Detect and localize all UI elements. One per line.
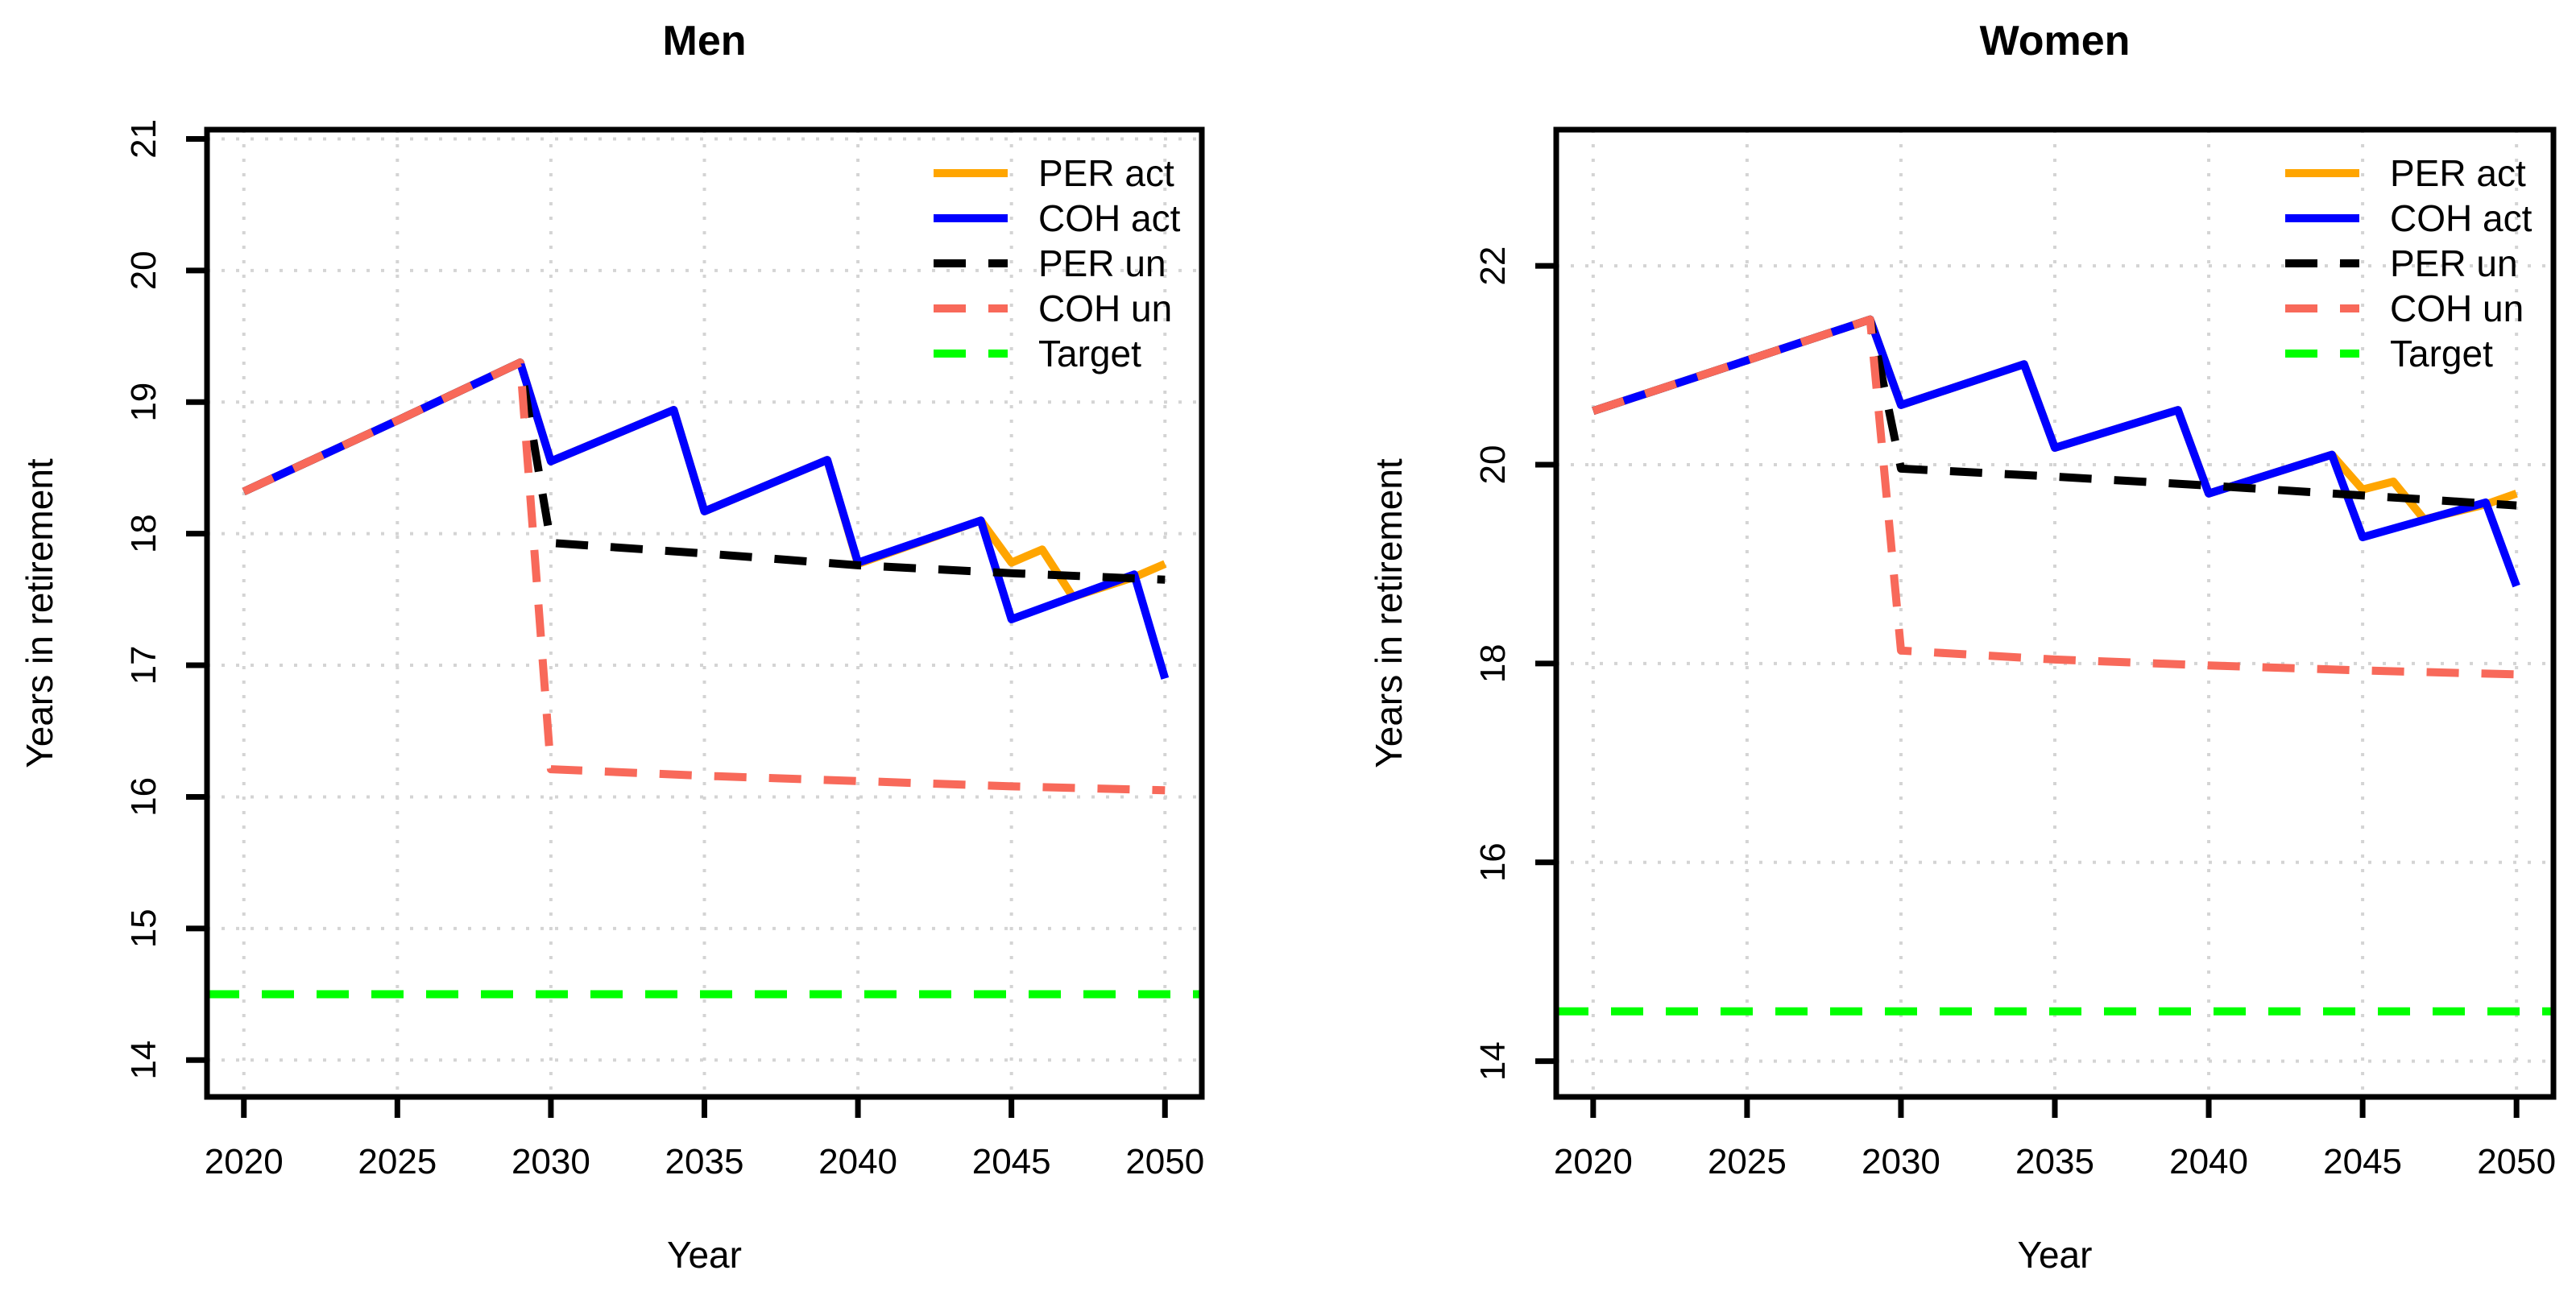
legend-label-per-act: PER act xyxy=(2390,152,2526,194)
y-tick-label: 15 xyxy=(124,908,164,948)
legend-label-coh-act: COH act xyxy=(2390,197,2533,239)
x-tick-label: 2045 xyxy=(2323,1142,2402,1181)
y-tick-label: 18 xyxy=(124,514,164,553)
legend-label-coh-un: COH un xyxy=(2390,288,2524,329)
y-tick-label: 16 xyxy=(124,777,164,817)
legend-label-per-un: PER un xyxy=(1038,242,1166,284)
x-tick-label: 2020 xyxy=(205,1142,284,1181)
series-line-coh-act xyxy=(1592,315,2520,588)
series-line-coh-un xyxy=(242,358,1166,795)
legend-label-target: Target xyxy=(2390,333,2493,374)
x-axis-title: Year xyxy=(667,1234,742,1276)
y-tick-label: 14 xyxy=(124,1041,164,1080)
legend-label-coh-act: COH act xyxy=(1038,197,1181,239)
x-tick-label: 2035 xyxy=(2015,1142,2094,1181)
y-tick-label: 14 xyxy=(1473,1041,1513,1081)
x-tick-label: 2030 xyxy=(511,1142,590,1181)
x-tick-label: 2040 xyxy=(2169,1142,2248,1181)
y-tick-label: 18 xyxy=(1473,643,1513,683)
x-tick-label: 2050 xyxy=(2477,1142,2556,1181)
y-tick-label: 17 xyxy=(124,646,164,685)
y-tick-label: 19 xyxy=(124,383,164,422)
x-tick-label: 2045 xyxy=(972,1142,1051,1181)
y-axis-title: Years in retirement xyxy=(1368,458,1410,768)
y-tick-label: 22 xyxy=(1473,246,1513,286)
panel-title: Women xyxy=(1980,18,2131,64)
series-line-coh-un xyxy=(1592,315,2517,679)
x-tick-label: 2035 xyxy=(665,1142,744,1181)
y-tick-label: 20 xyxy=(1473,445,1513,485)
panel-men: 2020 2025 2030 2035 2040 2045 2050 14 15 16 17 18 19… xyxy=(19,18,1205,1276)
y-tick-label: 21 xyxy=(124,119,164,159)
y-tick-label: 16 xyxy=(1473,842,1513,882)
x-axis-title: Year xyxy=(2018,1234,2093,1276)
x-tick-label: 2030 xyxy=(1862,1142,1940,1181)
y-tick-label: 20 xyxy=(124,250,164,290)
panel-title: Men xyxy=(663,18,747,64)
legend-label-target: Target xyxy=(1038,333,1141,374)
x-tick-label: 2040 xyxy=(818,1142,897,1181)
series-line-per-un xyxy=(242,358,1166,584)
legend-label-per-act: PER act xyxy=(1038,152,1174,194)
series-line-coh-act xyxy=(242,358,1170,680)
legend-label-per-un: PER un xyxy=(2390,242,2518,284)
x-tick-label: 2050 xyxy=(1125,1142,1204,1181)
x-tick-label: 2020 xyxy=(1554,1142,1633,1181)
panel-women: 2020 2025 2030 2035 2040 2045 2050 14 16 18 20 22 Wo… xyxy=(1368,18,2557,1276)
legend-label-coh-un: COH un xyxy=(1038,288,1172,329)
y-axis-title: Years in retirement xyxy=(19,458,60,768)
x-tick-label: 2025 xyxy=(1708,1142,1787,1181)
x-tick-label: 2025 xyxy=(358,1142,437,1181)
